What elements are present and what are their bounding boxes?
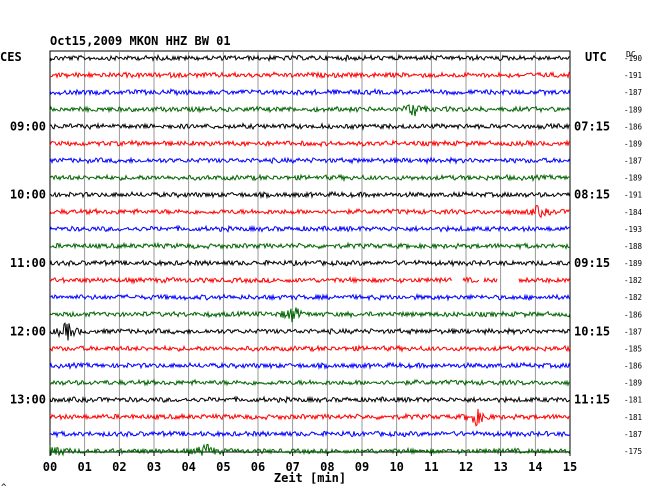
dc-offset: -186 — [624, 310, 643, 319]
trace-18 — [49, 344, 571, 353]
trace-24 — [49, 443, 571, 457]
footer-mark: ^ — [1, 483, 7, 493]
dc-offset: -187 — [624, 157, 642, 166]
trace-22 — [49, 408, 571, 427]
right-time-label: 08:15 — [574, 188, 610, 202]
x-tick-label: 14 — [528, 460, 542, 474]
dc-offset: -191 — [624, 71, 642, 80]
dc-offset: -186 — [624, 362, 643, 371]
dc-offset: -184 — [624, 208, 643, 217]
x-tick-label: 06 — [251, 460, 265, 474]
x-tick-label: 15 — [563, 460, 577, 474]
trace-15 — [50, 292, 571, 302]
right-time-label: 09:15 — [574, 256, 610, 270]
right-axis-label: UTC — [585, 50, 607, 64]
trace-9 — [49, 190, 571, 200]
trace-2 — [49, 70, 571, 80]
trace-8 — [49, 173, 571, 183]
left-time-label: 09:00 — [10, 119, 46, 133]
x-tick-label: 10 — [389, 460, 403, 474]
dc-offset: -185 — [624, 344, 642, 353]
dc-offset: -181 — [624, 396, 642, 405]
trace-12 — [49, 241, 571, 251]
time-labels: 09:00 10:00 11:00 12:00 13:00 07:15 08:15 09:15… — [10, 54, 643, 456]
dc-offset: -189 — [624, 105, 642, 114]
trace-10 — [49, 204, 571, 219]
traces — [49, 53, 571, 457]
dc-offset: -187 — [624, 327, 642, 336]
x-tick-label: 12 — [459, 460, 473, 474]
left-time-label: 10:00 — [10, 188, 46, 202]
right-time-label: 11:15 — [574, 393, 610, 407]
x-tick-label: 00 — [43, 460, 57, 474]
x-tick-label: 07 — [285, 460, 299, 474]
dc-offset: -193 — [624, 225, 642, 234]
trace-20 — [49, 378, 571, 387]
trace-17 — [49, 322, 571, 341]
trace-14 — [49, 276, 571, 285]
dc-offset: -175 — [624, 447, 642, 456]
dc-offset: -181 — [624, 413, 642, 422]
left-time-label: 11:00 — [10, 256, 46, 270]
right-time-label: 07:15 — [574, 119, 610, 133]
chart-title: Oct15,2009 MKON HHZ BW 01 — [50, 34, 231, 48]
left-time-label: 13:00 — [10, 393, 46, 407]
x-tick-label: 04 — [181, 460, 195, 474]
trace-1 — [49, 53, 571, 63]
x-tick-label: 08 — [320, 460, 334, 474]
dc-offset: -187 — [624, 88, 642, 97]
dc-offset: -189 — [624, 174, 642, 183]
right-time-label: 10:15 — [574, 324, 610, 338]
dc-offset: -191 — [624, 191, 642, 200]
x-tick-label: 05 — [216, 460, 230, 474]
left-time-label: 12:00 — [10, 324, 46, 338]
dc-offset: -189 — [624, 139, 642, 148]
trace-11 — [49, 224, 571, 233]
x-tick-label: 09 — [355, 460, 369, 474]
trace-23 — [49, 429, 571, 439]
dc-offset: -186 — [624, 122, 643, 131]
dc-offset: -182 — [624, 293, 642, 302]
dc-offset: -188 — [624, 242, 643, 251]
dc-offset: -189 — [624, 259, 642, 268]
dc-label: DC — [626, 50, 636, 59]
trace-7 — [49, 156, 571, 166]
trace-21 — [49, 395, 570, 404]
plot-frame — [49, 50, 571, 453]
x-tick-labels: 00 01 02 03 04 05 06 07 08 09 10 11 12 13 14 15 — [43, 452, 577, 474]
trace-4 — [49, 104, 571, 117]
trace-19 — [49, 361, 571, 370]
trace-13 — [49, 259, 571, 268]
trace-6 — [49, 139, 571, 148]
trace-16 — [49, 307, 571, 323]
x-tick-label: 13 — [493, 460, 507, 474]
dc-offset: -187 — [624, 430, 642, 439]
x-tick-label: 01 — [77, 460, 91, 474]
dc-offset: -189 — [624, 379, 642, 388]
x-tick-label: 03 — [147, 460, 161, 474]
dc-offset: -190 — [624, 54, 643, 63]
x-axis-label: Zeit [min] — [274, 471, 346, 485]
trace-5 — [49, 122, 571, 131]
x-tick-label: 11 — [424, 460, 438, 474]
left-axis-label: CES — [0, 50, 22, 64]
dc-offset: -182 — [624, 276, 642, 285]
x-tick-label: 02 — [112, 460, 126, 474]
trace-3 — [49, 87, 571, 97]
grid — [49, 50, 571, 453]
